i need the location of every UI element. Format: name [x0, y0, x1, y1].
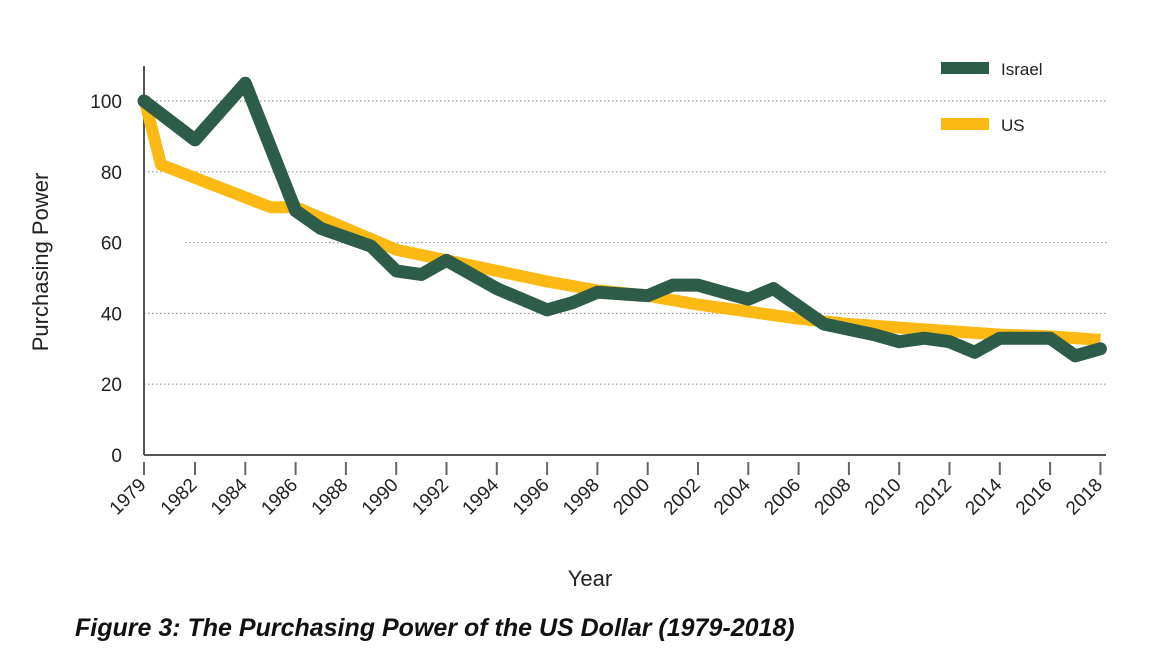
legend-swatch-israel [941, 62, 989, 74]
gridlines [144, 100, 1108, 385]
legend: Israel US [941, 60, 1043, 135]
y-tick-label: 20 [101, 375, 122, 396]
series-line-israel [137, 76, 1107, 363]
x-tick-labels: 1979 1982 1984 1986 1988 1990 1992 1994 1996 1998… [106, 474, 1107, 519]
x-tick-label: 2018 [1062, 475, 1107, 520]
x-tick-label: 2016 [1012, 475, 1057, 520]
x-tick-label: 2004 [710, 474, 755, 519]
x-tick-label: 2000 [609, 475, 654, 520]
y-tick-label: 80 [101, 163, 122, 184]
x-tick-label: 2008 [811, 475, 856, 520]
x-tick-label: 2006 [760, 475, 805, 520]
x-tick-label: 2002 [660, 475, 705, 520]
x-tick-label: 1994 [459, 474, 504, 519]
legend-label: Israel [1001, 60, 1043, 79]
series-line-us [138, 96, 1101, 346]
y-axis-title: Purchasing Power [28, 173, 53, 352]
x-tick-label: 2010 [861, 475, 906, 520]
y-tick-label: 40 [101, 304, 122, 325]
x-tick-label: 1984 [207, 474, 252, 519]
axes [143, 66, 1106, 475]
series-lines [137, 76, 1107, 363]
y-tick-label: 0 [111, 446, 122, 467]
legend-swatch-us [941, 118, 989, 130]
y-tick-label: 60 [101, 234, 122, 255]
x-tick-label: 1982 [157, 475, 202, 520]
x-tick-label: 1996 [509, 475, 554, 520]
x-tick-label: 1979 [106, 475, 151, 520]
x-tick-label: 2014 [962, 474, 1007, 519]
legend-label: US [1001, 116, 1025, 135]
x-tick-label: 1990 [358, 475, 403, 520]
x-axis-title: Year [568, 566, 612, 591]
x-tick-label: 2012 [911, 475, 956, 520]
x-tick-label: 1992 [408, 475, 453, 520]
y-tick-label: 100 [90, 92, 122, 113]
x-tick-label: 1988 [308, 475, 353, 520]
figure-caption: Figure 3: The Purchasing Power of the US… [75, 614, 795, 642]
x-tick-label: 1998 [559, 475, 604, 520]
y-tick-labels: 0 20 40 60 80 100 [90, 92, 122, 467]
x-tick-label: 1986 [257, 475, 302, 520]
